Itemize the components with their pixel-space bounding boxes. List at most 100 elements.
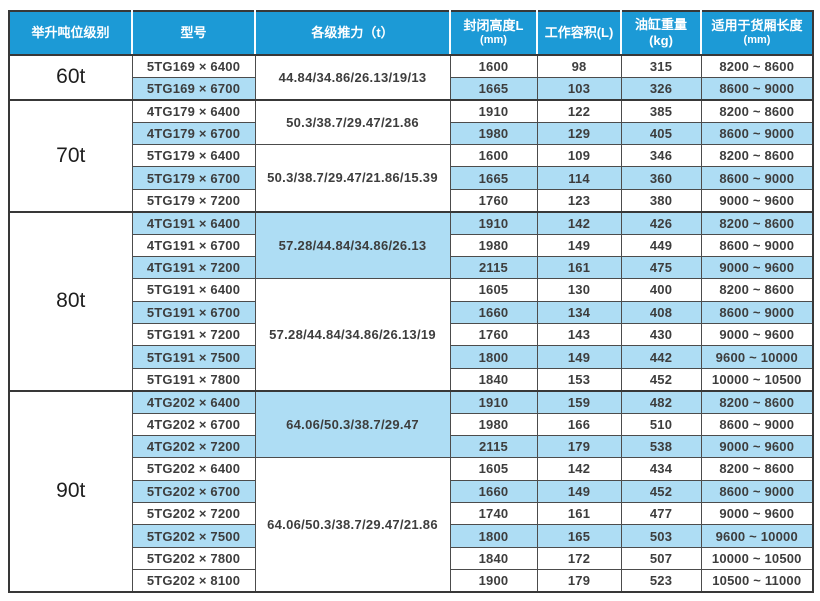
- cell-cylinder-weight: 385: [620, 98, 702, 123]
- cell-cargo-length: 8600 ~ 9000: [700, 166, 814, 190]
- cell-closed-height: 1740: [449, 501, 538, 526]
- cell-cargo-length: 9000 ~ 9600: [700, 434, 814, 459]
- table-row: 60t 5TG169 × 6400 44.84/34.86/26.13/19/13 1…: [8, 54, 814, 101]
- cell-working-volume: 114: [536, 166, 622, 190]
- cell-working-volume: 166: [536, 412, 622, 436]
- header-cargo-length: 适用于货厢长度 (mm): [700, 11, 813, 56]
- cell-working-volume: 179: [536, 434, 622, 459]
- cell-working-volume: 134: [536, 300, 622, 325]
- header-closed-height-label: 封闭高度L: [463, 18, 524, 33]
- cell-model: 5TG202 × 6700: [131, 479, 256, 504]
- header-cylinder-weight: 油缸重量(kg): [620, 11, 701, 56]
- cell-working-volume: 142: [536, 210, 622, 235]
- cell-cylinder-weight: 510: [620, 412, 702, 436]
- cell-model: 5TG191 × 7200: [131, 322, 256, 347]
- cell-thrust-group: 57.28/44.84/34.86/26.13/19: [254, 278, 451, 392]
- table-row: 70t 4TG179 × 6400 50.3/38.7/29.47/21.86 191…: [8, 98, 814, 213]
- cell-model: 4TG202 × 6400: [131, 389, 256, 414]
- cell-thrust-group: 50.3/38.7/29.47/21.86/15.39: [254, 143, 451, 213]
- cell-working-volume: 172: [536, 546, 622, 571]
- table-row: 5TG202 × 6700 1660 149 452 8600 ~ 9000: [9, 479, 814, 504]
- cell-thrust-group: 44.84/34.86/26.13/19/13: [254, 54, 451, 101]
- cell-model: 4TG191 × 6400: [131, 210, 256, 235]
- cell-cargo-length: 9000 ~ 9600: [700, 322, 814, 347]
- cell-model: 4TG179 × 6700: [131, 121, 256, 146]
- cell-model: 5TG179 × 7200: [131, 188, 256, 213]
- cell-working-volume: 123: [536, 188, 622, 213]
- cell-cargo-length: 8200 ~ 8600: [700, 98, 814, 123]
- cell-closed-height: 2115: [449, 434, 538, 459]
- cell-cargo-length: 8200 ~ 8600: [700, 210, 814, 235]
- cell-working-volume: 122: [536, 98, 622, 123]
- table-row: 4TG191 × 6700 1980 149 449 8600 ~ 9000: [9, 233, 814, 257]
- cell-model: 4TG202 × 6700: [131, 412, 256, 436]
- table-row: 5TG179 × 6700 1665 114 360 8600 ~ 9000: [9, 166, 814, 190]
- table-row: 5TG202 × 7200 1740 161 477 9000 ~ 9600: [9, 501, 814, 526]
- cell-working-volume: 165: [536, 524, 622, 548]
- cell-model: 5TG191 × 6700: [131, 300, 256, 325]
- cell-cylinder-weight: 326: [620, 76, 702, 101]
- header-working-volume: 工作容积(L): [536, 11, 621, 56]
- cell-working-volume: 130: [536, 278, 622, 302]
- cell-working-volume: 161: [536, 501, 622, 526]
- cell-closed-height: 1840: [449, 367, 538, 392]
- header-cylinder-weight-label: 油缸重量(kg): [634, 16, 687, 48]
- cell-cylinder-weight: 405: [620, 121, 702, 146]
- cell-model: 5TG202 × 8100: [131, 569, 256, 593]
- table-row: 4TG202 × 7200 2115 179 538 9000 ~ 9600: [9, 434, 814, 459]
- cell-thrust-group: 64.06/50.3/38.7/29.47/21.86: [254, 457, 451, 593]
- cell-thrust-group: 57.28/44.84/34.86/26.13: [254, 210, 451, 280]
- cell-cargo-length: 8600 ~ 9000: [700, 479, 814, 504]
- cell-working-volume: 153: [536, 367, 622, 392]
- header-model-label: 型号: [180, 24, 207, 40]
- cell-cylinder-weight: 507: [620, 546, 702, 571]
- header-tonnage-label: 举升吨位级别: [31, 24, 110, 40]
- table-row: 5TG202 × 7800 1840 172 507 10000 ~ 10500: [9, 546, 814, 571]
- cell-working-volume: 103: [536, 76, 622, 101]
- cell-model: 4TG202 × 7200: [131, 434, 256, 459]
- cell-closed-height: 1800: [449, 524, 538, 548]
- cell-cargo-length: 9600 ~ 10000: [700, 345, 814, 369]
- cell-model: 4TG179 × 6400: [131, 98, 256, 123]
- cell-cylinder-weight: 430: [620, 322, 702, 347]
- cell-cargo-length: 8600 ~ 9000: [700, 233, 814, 257]
- table-row: 90t 4TG202 × 6400 64.06/50.3/38.7/29.47 191…: [8, 389, 814, 593]
- table-row: 5TG191 × 7800 1840 153 452 10000 ~ 10500: [9, 367, 814, 392]
- cell-working-volume: 142: [536, 457, 622, 481]
- cell-model: 5TG191 × 6400: [131, 278, 256, 302]
- cell-cylinder-weight: 503: [620, 524, 702, 548]
- cell-cargo-length: 10500 ~ 11000: [700, 569, 814, 593]
- cell-model: 5TG169 × 6700: [131, 76, 256, 101]
- table-row: 4TG179 × 6700 1980 129 405 8600 ~ 9000: [9, 121, 814, 146]
- cell-closed-height: 1910: [449, 210, 538, 235]
- cell-working-volume: 149: [536, 233, 622, 257]
- cell-cargo-length: 8600 ~ 9000: [700, 300, 814, 325]
- cell-model: 5TG179 × 6400: [131, 143, 256, 168]
- cell-working-volume: 129: [536, 121, 622, 146]
- cell-model: 5TG202 × 6400: [131, 457, 256, 481]
- cell-closed-height: 1660: [449, 300, 538, 325]
- header-thrust: 各级推力（t）: [254, 11, 450, 56]
- cell-working-volume: 149: [536, 345, 622, 369]
- spec-table-header: 举升吨位级别 型号 各级推力（t） 封闭高度L (mm) 工作容积(L) 油缸重…: [8, 11, 813, 56]
- cell-model: 5TG202 × 7500: [131, 524, 256, 548]
- spec-table: 举升吨位级别 型号 各级推力（t） 封闭高度L (mm) 工作容积(L) 油缸重…: [8, 10, 814, 593]
- cell-closed-height: 1600: [449, 143, 538, 168]
- table-row: 5TG202 × 7500 1800 165 503 9600 ~ 10000: [9, 524, 814, 548]
- cell-cylinder-weight: 442: [620, 345, 702, 369]
- cell-model: 5TG202 × 7200: [131, 501, 256, 526]
- cell-cylinder-weight: 449: [620, 233, 702, 257]
- cell-closed-height: 1840: [449, 546, 538, 571]
- header-model: 型号: [131, 11, 255, 56]
- cell-thrust-group: 50.3/38.7/29.47/21.86: [254, 98, 451, 145]
- header-cargo-length-unit: (mm): [743, 34, 771, 47]
- cell-cylinder-weight: 523: [620, 569, 702, 593]
- cell-model: 5TG179 × 6700: [131, 166, 256, 190]
- table-row: 5TG179 × 6400 50.3/38.7/29.47/21.86/15.39…: [9, 143, 814, 213]
- cell-tonnage-group: 90t: [8, 389, 133, 593]
- cell-cylinder-weight: 434: [620, 457, 702, 481]
- cell-closed-height: 1980: [449, 121, 538, 146]
- cell-cargo-length: 10000 ~ 10500: [700, 367, 814, 392]
- cell-tonnage-group: 80t: [8, 210, 133, 392]
- cell-closed-height: 1760: [449, 188, 538, 213]
